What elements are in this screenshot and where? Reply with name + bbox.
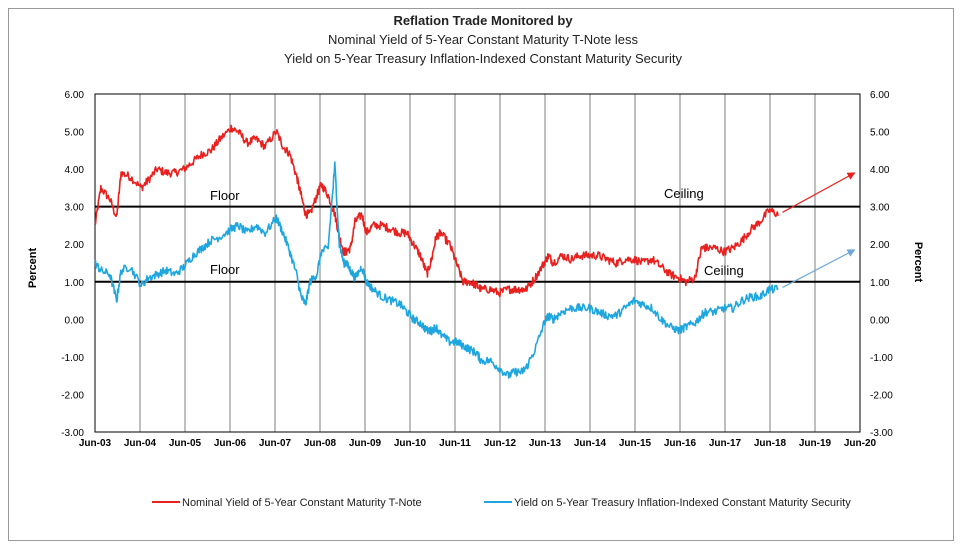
y-tick-label-left: 3.00 [65, 203, 85, 214]
y-tick-label-right: 3.00 [870, 203, 890, 214]
x-tick-label: Jun-04 [124, 438, 157, 449]
chart-subtitle-1: Nominal Yield of 5-Year Constant Maturit… [328, 32, 638, 47]
y-tick-label-right: -1.00 [870, 353, 893, 364]
projection-arrow-nominal [782, 172, 856, 213]
x-tick-label: Jun-13 [529, 438, 562, 449]
y-tick-label-left: 5.00 [65, 128, 85, 139]
x-tick-label: Jun-19 [799, 438, 832, 449]
x-tick-label: Jun-03 [79, 438, 112, 449]
y-tick-label-right: 1.00 [870, 278, 890, 289]
legend-label-nominal: Nominal Yield of 5-Year Constant Maturit… [182, 497, 422, 509]
x-tick-label: Jun-17 [709, 438, 742, 449]
chart-title: Reflation Trade Monitored by [393, 13, 573, 28]
x-axis-ticks: Jun-03 Jun-04 Jun-05 Jun-06 Jun-07 Jun-08 Jun-… [79, 438, 877, 449]
reference-lines [95, 205, 860, 283]
projection-arrow-tips [782, 249, 856, 288]
y-tick-label-left: 1.00 [65, 278, 85, 289]
x-tick-label: Jun-12 [484, 438, 517, 449]
chart-title-block: Reflation Trade Monitored by Nominal Yie… [0, 11, 966, 68]
y-tick-label-right: 5.00 [870, 128, 890, 139]
series-line-tips [94, 161, 779, 379]
y-tick-label-right: 4.00 [870, 165, 890, 176]
y-tick-label-left: -3.00 [61, 428, 84, 439]
x-tick-label: Jun-11 [439, 438, 471, 449]
chart-subtitle-2: Yield on 5-Year Treasury Inflation-Index… [284, 51, 682, 66]
y-tick-label-right: -2.00 [870, 390, 893, 401]
x-tick-label: Jun-15 [619, 438, 652, 449]
y-tick-label-right: 2.00 [870, 240, 890, 251]
y-tick-label-right: -3.00 [870, 428, 893, 439]
x-tick-label: Jun-09 [349, 438, 382, 449]
series-layer [94, 124, 779, 379]
legend-label-tips: Yield on 5-Year Treasury Inflation-Index… [514, 497, 851, 509]
y-axis-right-ticks: 6.00 5.00 4.00 3.00 2.00 1.00 0.00 -1.00 -2.00 -3… [870, 90, 893, 439]
floor-label-upper: Floor [210, 188, 240, 203]
x-tick-label: Jun-20 [844, 438, 877, 449]
projection-arrows [782, 172, 856, 288]
x-tick-label: Jun-10 [394, 438, 427, 449]
y-tick-label-left: -2.00 [61, 390, 84, 401]
y-tick-label-left: 4.00 [65, 165, 85, 176]
x-tick-label: Jun-08 [304, 438, 337, 449]
ceiling-label-upper: Ceiling [664, 186, 704, 201]
y-axis-right-title: Percent [912, 242, 924, 283]
y-axis-left-ticks: 6.00 5.00 4.00 3.00 2.00 1.00 0.00 -1.00 -2.00 -3… [61, 90, 84, 439]
x-tick-label: Jun-16 [664, 438, 697, 449]
y-tick-label-left: 6.00 [65, 90, 85, 101]
series-line-nominal [94, 124, 779, 298]
y-tick-label-right: 0.00 [870, 315, 890, 326]
y-tick-label-left: -1.00 [61, 353, 84, 364]
floor-label-lower: Floor [210, 262, 240, 277]
y-tick-label-right: 6.00 [870, 90, 890, 101]
x-tick-label: Jun-07 [259, 438, 292, 449]
y-tick-label-left: 2.00 [65, 240, 85, 251]
legend: Nominal Yield of 5-Year Constant Maturit… [152, 497, 851, 509]
y-axis-left-title: Percent [27, 247, 39, 288]
y-tick-label-left: 0.00 [65, 315, 85, 326]
x-tick-label: Jun-05 [169, 438, 202, 449]
x-tick-label: Jun-18 [754, 438, 787, 449]
x-tick-label: Jun-14 [574, 438, 607, 449]
x-tick-label: Jun-06 [214, 438, 247, 449]
ceiling-label-lower: Ceiling [704, 263, 744, 278]
